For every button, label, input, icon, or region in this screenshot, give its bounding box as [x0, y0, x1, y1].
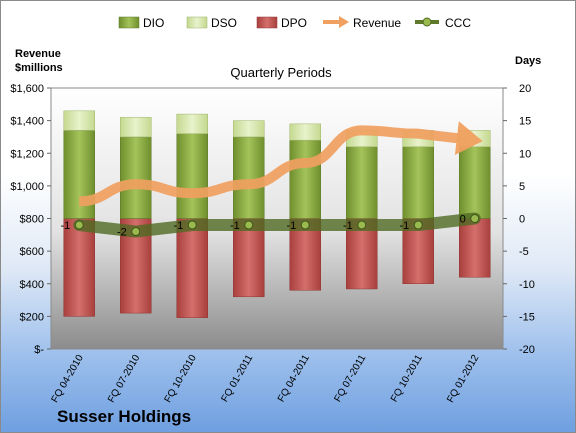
ccc-marker: [131, 227, 141, 237]
bar-dpo: [233, 218, 265, 298]
left-tick-label: $1,600: [10, 83, 44, 95]
bar-dio: [346, 146, 378, 219]
ccc-marker: [357, 220, 367, 230]
left-tick-label: $600: [20, 246, 44, 258]
left-axis: $- $200 $400 $600 $800 $1,000 $1,200 $1,400 $1,6…: [10, 83, 51, 356]
bar-dso: [233, 120, 265, 138]
legend-swatch-dio: [118, 16, 140, 29]
right-tick-label: -20: [519, 344, 535, 356]
right-tick-label: 20: [519, 83, 531, 95]
bar-dio: [120, 136, 152, 219]
ccc-line: [73, 212, 481, 238]
revenue-layer: [78, 121, 483, 207]
right-tick-label: 5: [519, 181, 525, 193]
legend-label-dio: DIO: [143, 16, 164, 30]
bar-dpo: [176, 218, 208, 318]
ccc-data-label: -1: [230, 220, 240, 232]
ccc-marker: [413, 220, 423, 230]
category-label: FQ 01-2011: [220, 353, 256, 404]
left-tick-label: $1,400: [10, 116, 44, 128]
legend: DIO DSO DPO Revenue CCC: [118, 16, 471, 30]
ccc-data-label: -1: [286, 220, 296, 232]
ccc-data-label: -1: [343, 220, 353, 232]
right-tick-label: -10: [519, 279, 535, 291]
legend-label-dpo: DPO: [281, 16, 307, 30]
left-tick-label: $800: [20, 214, 44, 226]
right-tick-label: -15: [519, 311, 535, 323]
bar-dio: [289, 139, 321, 219]
ccc-data-label: -1: [60, 220, 70, 232]
right-axis: -20 -15 -10 -5 0 5 10 15 20: [503, 83, 535, 356]
category-label: FQ 01-2012: [445, 353, 481, 405]
bar-dso: [289, 123, 321, 141]
legend-swatch-ccc: [415, 17, 439, 27]
right-axis-title: Days: [515, 55, 541, 67]
left-axis-title-line1: Revenue: [15, 48, 61, 60]
legend-swatch-dso: [186, 16, 208, 29]
left-tick-label: $400: [20, 279, 44, 291]
right-tick-label: 0: [519, 214, 525, 226]
bar-dso: [63, 110, 95, 131]
legend-label-revenue: Revenue: [353, 16, 401, 30]
legend-label-ccc: CCC: [445, 16, 471, 30]
bar-dso: [120, 117, 152, 138]
left-tick-label: $-: [34, 344, 44, 356]
left-tick-label: $1,000: [10, 181, 44, 193]
chart-title: Quarterly Periods: [230, 65, 332, 80]
revenue-arrowhead: [454, 121, 483, 156]
legend-label-dso: DSO: [211, 16, 237, 30]
bar-dio: [459, 146, 491, 219]
legend-swatch-dpo: [256, 16, 278, 29]
ccc-data-label: -1: [173, 220, 183, 232]
company-name: Susser Holdings: [57, 407, 191, 426]
ccc-marker: [300, 220, 310, 230]
ccc-layer: -1 -2 -1 -1 -1 -1 -1 0: [60, 212, 481, 239]
bar-dio: [402, 146, 434, 219]
ccc-marker: [244, 220, 254, 230]
ccc-data-label: 0: [460, 214, 466, 226]
bar-dpo: [63, 218, 95, 317]
ccc-marker: [187, 220, 197, 230]
category-label: FQ 10-2011: [389, 353, 425, 404]
right-tick-label: 10: [519, 148, 531, 160]
bar-dpo: [459, 218, 491, 278]
ccc-marker: [470, 214, 480, 223]
category-label: FQ 10-2010: [163, 353, 199, 405]
ccc-data-label: -2: [117, 227, 127, 239]
left-axis-title-line2: $millions: [15, 62, 63, 74]
legend-swatch-revenue: [323, 16, 349, 28]
category-label: FQ 07-2011: [333, 353, 369, 404]
ccc-marker: [74, 220, 84, 230]
bar-dso: [176, 113, 208, 134]
right-tick-label: 15: [519, 116, 531, 128]
category-axis: FQ 04-2010 FQ 07-2010 FQ 10-2010 FQ 01-2011…: [50, 353, 482, 405]
category-label: FQ 07-2010: [106, 353, 142, 405]
revenue-line: [78, 125, 460, 207]
left-tick-label: $200: [20, 311, 44, 323]
category-label: FQ 04-2010: [50, 353, 86, 405]
bar-dio: [176, 133, 208, 219]
left-tick-label: $1,200: [10, 148, 44, 160]
bar-dio: [233, 136, 265, 219]
ccc-data-label: -1: [399, 220, 409, 232]
category-label: FQ 04-2011: [276, 353, 312, 404]
right-tick-label: -5: [519, 246, 529, 258]
